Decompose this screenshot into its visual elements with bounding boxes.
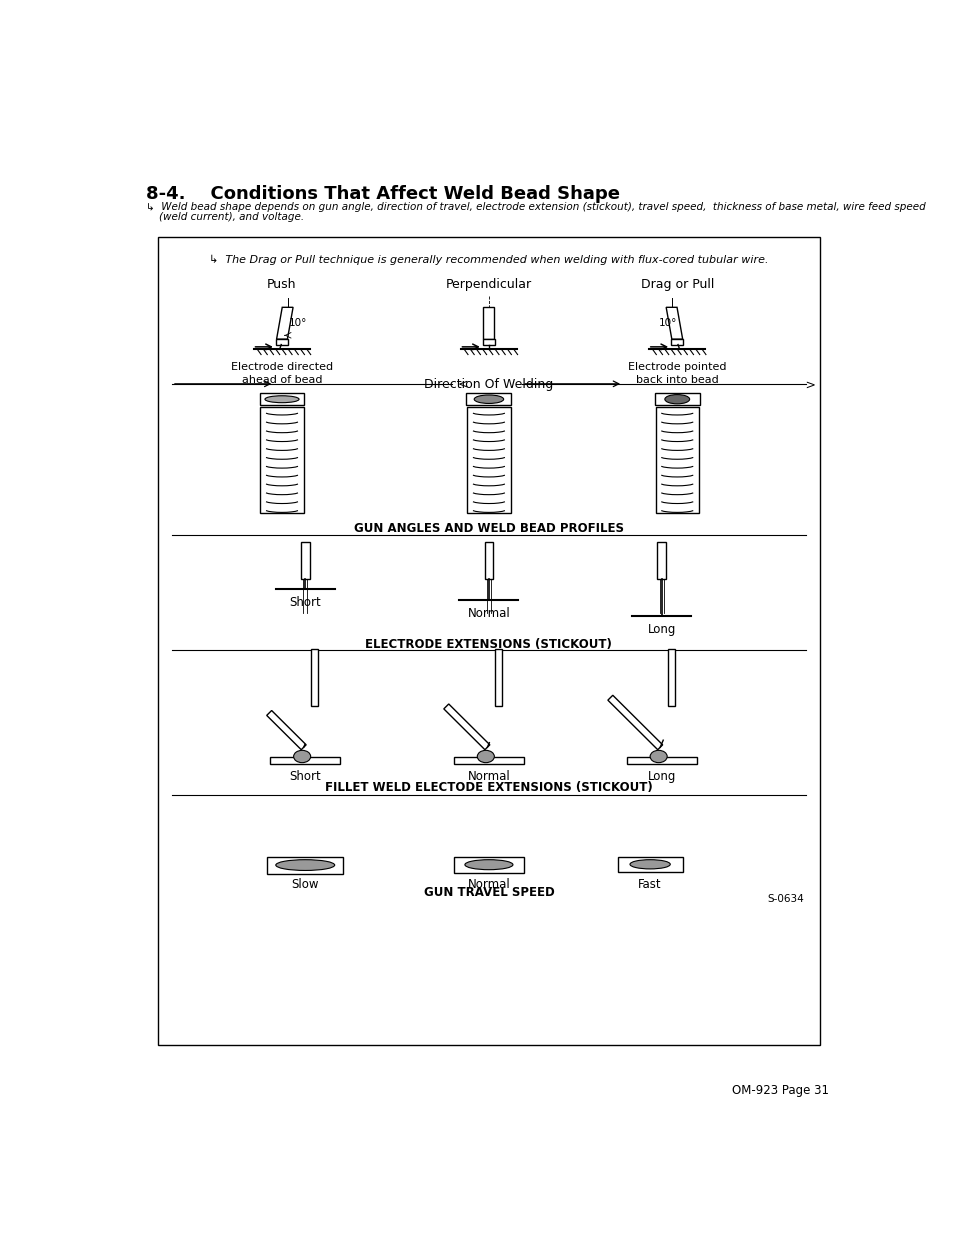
Bar [657, 542, 665, 579]
Text: Electrode directed
ahead of bead: Electrode directed ahead of bead [231, 362, 333, 385]
Text: Long: Long [647, 622, 676, 636]
Text: FILLET WELD ELECTODE EXTENSIONS (STICKOUT): FILLET WELD ELECTODE EXTENSIONS (STICKOU… [325, 782, 652, 794]
Bar [260, 406, 303, 514]
Text: OM-923 Page 31: OM-923 Page 31 [731, 1084, 828, 1097]
Bar [467, 406, 510, 514]
Polygon shape [607, 695, 662, 750]
Polygon shape [443, 704, 489, 750]
Text: (weld current), and voltage.: (weld current), and voltage. [146, 212, 304, 222]
Polygon shape [267, 710, 306, 750]
Bar [466, 393, 511, 405]
Text: <: < [802, 377, 813, 389]
Bar [267, 857, 343, 873]
Ellipse shape [649, 751, 666, 763]
Bar [301, 542, 309, 579]
Bar [667, 648, 674, 706]
Text: 10°: 10° [659, 319, 677, 329]
Bar [654, 393, 699, 405]
Polygon shape [665, 308, 682, 340]
Text: Normal: Normal [467, 878, 510, 892]
Bar [311, 648, 318, 706]
Ellipse shape [476, 751, 494, 763]
Text: Perpendicular: Perpendicular [445, 278, 532, 290]
Ellipse shape [474, 395, 503, 404]
Ellipse shape [464, 860, 513, 869]
Text: Long: Long [647, 771, 676, 783]
Text: Fast: Fast [638, 878, 661, 892]
Text: Normal: Normal [467, 771, 510, 783]
Text: Drag or Pull: Drag or Pull [639, 278, 713, 290]
Text: Slow: Slow [292, 878, 318, 892]
Text: ELECTRODE EXTENSIONS (STICKOUT): ELECTRODE EXTENSIONS (STICKOUT) [365, 638, 612, 651]
Bar [259, 393, 304, 405]
Polygon shape [275, 340, 288, 345]
Bar [454, 757, 523, 764]
Bar [617, 857, 682, 872]
Ellipse shape [265, 395, 298, 403]
Text: Push: Push [267, 278, 296, 290]
Polygon shape [483, 306, 494, 340]
Polygon shape [276, 308, 293, 340]
Text: Normal: Normal [467, 608, 510, 620]
Text: Short: Short [289, 597, 321, 609]
Text: ↳  Weld bead shape depends on gun angle, direction of travel, electrode extensio: ↳ Weld bead shape depends on gun angle, … [146, 203, 925, 212]
Text: ↳  The Drag or Pull technique is generally recommended when welding with flux-co: ↳ The Drag or Pull technique is generall… [209, 254, 768, 264]
Bar [655, 406, 699, 514]
Ellipse shape [629, 860, 670, 869]
Ellipse shape [664, 395, 689, 404]
Text: 10°: 10° [289, 319, 307, 329]
Polygon shape [482, 340, 495, 345]
Polygon shape [670, 340, 682, 345]
Bar [454, 857, 523, 873]
Text: 8-4.    Conditions That Affect Weld Bead Shape: 8-4. Conditions That Affect Weld Bead Sh… [146, 185, 619, 204]
Ellipse shape [294, 751, 311, 763]
Text: Short: Short [289, 771, 321, 783]
Text: Direction Of Welding: Direction Of Welding [424, 378, 553, 390]
Bar [484, 542, 493, 579]
Text: S-0634: S-0634 [767, 894, 803, 904]
Bar [270, 757, 340, 764]
Text: <: < [456, 378, 467, 390]
Bar [158, 237, 819, 1045]
Ellipse shape [275, 860, 335, 871]
Bar [495, 648, 501, 706]
Text: GUN TRAVEL SPEED: GUN TRAVEL SPEED [423, 885, 554, 899]
Text: GUN ANGLES AND WELD BEAD PROFILES: GUN ANGLES AND WELD BEAD PROFILES [354, 521, 623, 535]
Bar [626, 757, 696, 764]
Text: Electrode pointed
back into bead: Electrode pointed back into bead [627, 362, 726, 385]
